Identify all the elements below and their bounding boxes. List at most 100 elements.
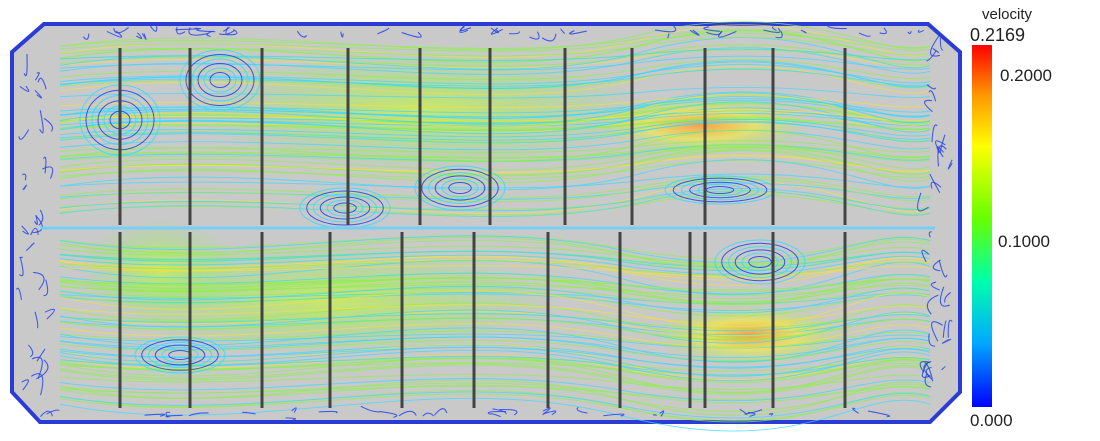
wall-streamline bbox=[285, 417, 297, 421]
wall-streamline bbox=[932, 48, 940, 54]
wall-streamline bbox=[689, 29, 700, 36]
wall-streamline bbox=[188, 27, 209, 36]
wall-streamline bbox=[165, 411, 171, 418]
streamline bbox=[59, 95, 931, 108]
wall-streamline bbox=[18, 129, 30, 140]
streamline bbox=[59, 250, 931, 272]
wall-streamline bbox=[39, 410, 53, 418]
streamline bbox=[59, 190, 931, 217]
wall-streamline bbox=[82, 33, 90, 40]
streamline bbox=[59, 344, 931, 369]
wall-streamline bbox=[947, 319, 953, 338]
streamline bbox=[59, 384, 931, 412]
wall-streamline bbox=[941, 338, 952, 344]
vortex-loop bbox=[161, 347, 199, 363]
wall-streamline bbox=[37, 77, 47, 90]
wall-streamline bbox=[291, 407, 297, 413]
wall-streamline bbox=[401, 31, 422, 38]
wall-streamline bbox=[22, 184, 27, 191]
wall-streamline bbox=[43, 279, 49, 297]
wall-streamline bbox=[800, 29, 807, 34]
wall-streamline bbox=[149, 25, 158, 32]
streamline bbox=[59, 284, 931, 296]
streamline bbox=[59, 292, 931, 305]
streamline bbox=[59, 327, 931, 363]
streamline bbox=[59, 277, 931, 293]
streamline bbox=[59, 235, 931, 260]
wall-streamline bbox=[768, 412, 774, 416]
wall-streamline bbox=[718, 30, 737, 38]
vortex-loop bbox=[319, 196, 371, 220]
streamline bbox=[59, 47, 931, 75]
vortex-loop bbox=[728, 246, 792, 278]
streamline bbox=[59, 64, 931, 85]
streamline bbox=[59, 323, 931, 349]
wall-streamline bbox=[141, 33, 147, 40]
vortex-loop bbox=[414, 165, 506, 211]
wall-streamline bbox=[38, 209, 44, 226]
vortex-loop bbox=[203, 67, 237, 93]
wall-streamline bbox=[653, 414, 657, 416]
streamline bbox=[59, 317, 931, 341]
wall-streamline bbox=[703, 26, 720, 32]
streamline bbox=[59, 146, 931, 159]
streamline bbox=[59, 68, 931, 87]
streamline bbox=[59, 354, 931, 382]
wall-streamline bbox=[36, 348, 46, 362]
wall-streamline bbox=[930, 181, 942, 189]
streamline bbox=[59, 379, 931, 416]
vortex-loop bbox=[326, 199, 364, 217]
streamline bbox=[59, 373, 931, 390]
streamline bbox=[59, 290, 931, 328]
vortex-loop bbox=[681, 179, 759, 201]
wall-streamline bbox=[772, 26, 777, 31]
wall-streamline bbox=[15, 287, 23, 300]
vortex-loop bbox=[434, 175, 486, 201]
wall-streamline bbox=[928, 231, 932, 238]
legend-title: velocity bbox=[982, 6, 1033, 23]
streamline bbox=[59, 313, 931, 332]
streamline bbox=[59, 393, 931, 421]
streamline bbox=[59, 87, 931, 99]
vortex-loop bbox=[148, 341, 212, 369]
streamline bbox=[59, 346, 931, 368]
wall-turbulence bbox=[15, 25, 953, 421]
streamline bbox=[59, 129, 931, 151]
streamline bbox=[59, 21, 931, 51]
wall-streamline bbox=[34, 71, 40, 81]
vortex-loop bbox=[154, 344, 206, 366]
streamline bbox=[59, 391, 931, 419]
wall-streamline bbox=[36, 359, 49, 380]
vortex-loop bbox=[448, 182, 472, 194]
wall-streamline bbox=[827, 25, 847, 30]
wall-streamline bbox=[43, 156, 47, 174]
wall-streamline bbox=[919, 361, 931, 373]
wall-streamline bbox=[936, 146, 944, 154]
streamlines bbox=[59, 21, 931, 432]
wall-streamline bbox=[492, 408, 507, 415]
wall-streamline bbox=[144, 413, 166, 417]
vortex-loop bbox=[714, 239, 806, 285]
wall-streamline bbox=[879, 27, 887, 35]
streamline bbox=[59, 309, 931, 344]
streamline bbox=[59, 330, 931, 348]
streamline bbox=[59, 92, 931, 125]
wall-streamline bbox=[947, 159, 953, 170]
wall-streamline bbox=[542, 407, 551, 416]
wall-streamline bbox=[939, 286, 950, 307]
wall-streamline bbox=[924, 372, 932, 388]
wall-streamline bbox=[46, 409, 60, 415]
wall-streamline bbox=[340, 31, 344, 38]
wall-streamline bbox=[654, 25, 677, 33]
wall-streamline bbox=[242, 411, 256, 415]
streamline bbox=[59, 146, 931, 177]
streamline bbox=[59, 250, 931, 268]
streamline bbox=[59, 259, 931, 296]
wall-streamline bbox=[944, 292, 951, 303]
streamline bbox=[59, 260, 931, 276]
vortex-loop bbox=[697, 183, 743, 197]
wall-streamline bbox=[225, 26, 235, 35]
wall-streamline bbox=[22, 173, 27, 181]
wall-streamline bbox=[659, 410, 665, 417]
